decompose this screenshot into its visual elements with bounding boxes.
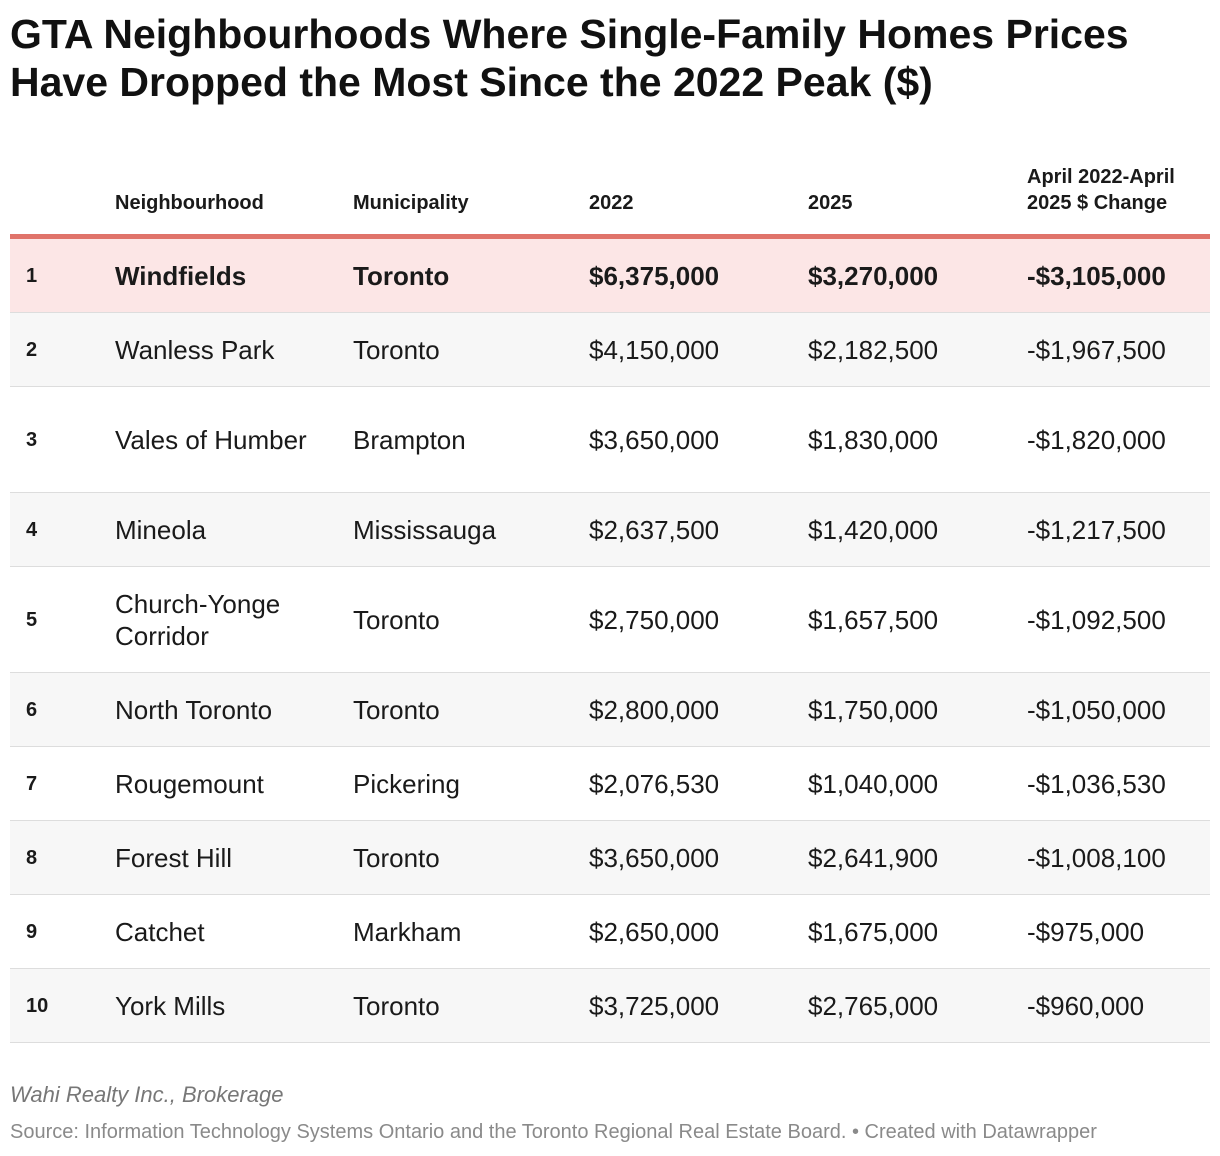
price-2025-cell: $1,420,000 <box>808 492 1027 567</box>
neighbourhood-cell: Catchet <box>115 894 353 969</box>
neighbourhood-cell: Windfields <box>115 236 353 313</box>
column-header-rank <box>10 160 115 237</box>
neighbourhood-cell: York Mills <box>115 968 353 1043</box>
table-header-row: Neighbourhood Municipality 2022 2025 Apr… <box>10 160 1210 237</box>
price-change-cell: -$1,820,000 <box>1027 386 1210 493</box>
table-row: 4 Mineola Mississauga $2,637,500 $1,420,000-… <box>10 492 1210 567</box>
rank-cell: 6 <box>10 672 115 747</box>
price-change-cell: -$1,092,500 <box>1027 566 1210 673</box>
municipality-cell: Markham <box>353 894 589 969</box>
municipality-cell: Mississauga <box>353 492 589 567</box>
price-2025-cell: $1,657,500 <box>808 566 1027 673</box>
table-row: 5 Church-Yonge Corridor Toronto $2,750,000 $… <box>10 566 1210 673</box>
price-change-cell: -$1,050,000 <box>1027 672 1210 747</box>
data-table: Neighbourhood Municipality 2022 2025 Apr… <box>10 160 1210 1043</box>
price-2025-cell: $3,270,000 <box>808 236 1027 313</box>
rank-cell: 3 <box>10 386 115 493</box>
rank-cell: 10 <box>10 968 115 1043</box>
chart-title: GTA Neighbourhoods Where Single-Family H… <box>10 11 1129 105</box>
municipality-cell: Toronto <box>353 236 589 313</box>
rank-cell: 7 <box>10 746 115 821</box>
municipality-cell: Brampton <box>353 386 589 493</box>
price-change-cell: -$1,217,500 <box>1027 492 1210 567</box>
table-row: 9 Catchet Markham $2,650,000 $1,675,000 -$975… <box>10 894 1210 969</box>
neighbourhood-cell: Mineola <box>115 492 353 567</box>
price-change-cell: -$3,105,000 <box>1027 236 1210 313</box>
column-header-2025: 2025 <box>808 192 853 214</box>
price-2022-cell: $2,637,500 <box>589 492 808 567</box>
neighbourhood-cell: Vales of Humber <box>115 386 353 493</box>
column-header-2022: 2022 <box>589 192 634 214</box>
price-2022-cell: $3,650,000 <box>589 386 808 493</box>
price-2022-cell: $4,150,000 <box>589 312 808 387</box>
price-2022-cell: $2,650,000 <box>589 894 808 969</box>
price-2022-cell: $2,750,000 <box>589 566 808 673</box>
price-2025-cell: $1,040,000 <box>808 746 1027 821</box>
price-change-cell: -$1,036,530 <box>1027 746 1210 821</box>
column-header-neighbourhood: Neighbourhood <box>115 192 264 214</box>
table-row: 3 Vales of Humber Brampton $3,650,000 $1,830… <box>10 386 1210 493</box>
rank-cell: 5 <box>10 566 115 673</box>
table-row: 10 York Mills Toronto $3,725,000 $2,765,000-… <box>10 968 1210 1043</box>
table-row: 2 Wanless Park Toronto $4,150,000 $2,182,500… <box>10 312 1210 387</box>
rank-cell: 8 <box>10 820 115 895</box>
price-2025-cell: $1,830,000 <box>808 386 1027 493</box>
column-header-municipality: Municipality <box>353 192 469 214</box>
price-2025-cell: $2,182,500 <box>808 312 1027 387</box>
price-change-cell: -$1,967,500 <box>1027 312 1210 387</box>
neighbourhood-cell: Rougemount <box>115 746 353 821</box>
column-header-change: April 2022-April 2025 $ Change <box>1027 166 1175 214</box>
municipality-cell: Toronto <box>353 968 589 1043</box>
municipality-cell: Toronto <box>353 312 589 387</box>
neighbourhood-cell: North Toronto <box>115 672 353 747</box>
source-note: Source: Information Technology Systems O… <box>10 1121 1097 1143</box>
table-body: 1 Windfields Toronto $6,375,000 $3,270,000 -$… <box>10 236 1210 1043</box>
price-2025-cell: $2,765,000 <box>808 968 1027 1043</box>
municipality-cell: Toronto <box>353 672 589 747</box>
table-row: 7 Rougemount Pickering $2,076,530 $1,040,000… <box>10 746 1210 821</box>
footer: Wahi Realty Inc., Brokerage Source: Info… <box>10 1080 1210 1146</box>
price-2022-cell: $2,076,530 <box>589 746 808 821</box>
price-2025-cell: $2,641,900 <box>808 820 1027 895</box>
table-row: 6 North Toronto Toronto $2,800,000 $1,750,00… <box>10 672 1210 747</box>
neighbourhood-cell: Wanless Park <box>115 312 353 387</box>
municipality-cell: Toronto <box>353 820 589 895</box>
rank-cell: 9 <box>10 894 115 969</box>
rank-cell: 1 <box>10 236 115 313</box>
rank-cell: 2 <box>10 312 115 387</box>
table-row: 1 Windfields Toronto $6,375,000 $3,270,000 -$… <box>10 236 1210 313</box>
price-2022-cell: $6,375,000 <box>589 236 808 313</box>
municipality-cell: Pickering <box>353 746 589 821</box>
price-change-cell: -$1,008,100 <box>1027 820 1210 895</box>
price-change-cell: -$975,000 <box>1027 894 1210 969</box>
price-2022-cell: $2,800,000 <box>589 672 808 747</box>
municipality-cell: Toronto <box>353 566 589 673</box>
price-2022-cell: $3,650,000 <box>589 820 808 895</box>
price-2025-cell: $1,750,000 <box>808 672 1027 747</box>
price-change-cell: -$960,000 <box>1027 968 1210 1043</box>
rank-cell: 4 <box>10 492 115 567</box>
data-table-container: Neighbourhood Municipality 2022 2025 Apr… <box>10 160 1210 1043</box>
table-row: 8 Forest Hill Toronto $3,650,000 $2,641,900-… <box>10 820 1210 895</box>
neighbourhood-cell: Forest Hill <box>115 820 353 895</box>
price-2022-cell: $3,725,000 <box>589 968 808 1043</box>
price-2025-cell: $1,675,000 <box>808 894 1027 969</box>
byline: Wahi Realty Inc., Brokerage <box>10 1082 284 1107</box>
neighbourhood-cell: Church-Yonge Corridor <box>115 566 353 673</box>
